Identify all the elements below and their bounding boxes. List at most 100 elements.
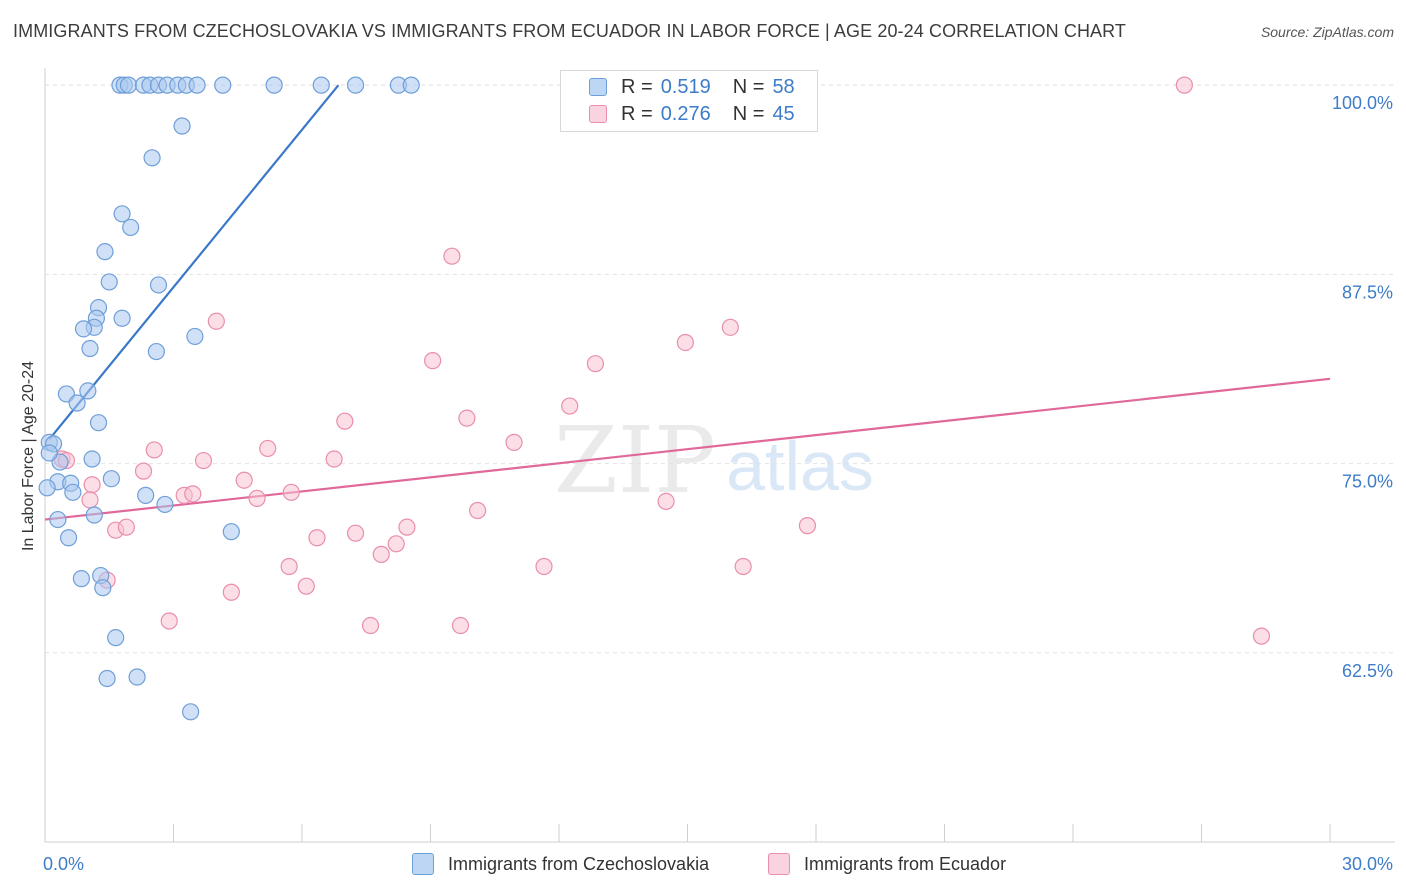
ecuador-point xyxy=(297,577,315,595)
ecuador-point xyxy=(346,524,365,542)
ecuador-point xyxy=(308,529,326,547)
czech-point xyxy=(107,629,125,647)
czech-point xyxy=(72,570,91,588)
bottom-legend-swatch-czech xyxy=(412,853,434,875)
czech-point xyxy=(89,414,108,432)
czech-point xyxy=(85,506,103,524)
ecuador-point xyxy=(657,492,675,511)
bottom-legend-czech: Immigrants from Czechoslovakia xyxy=(412,852,709,876)
ecuador-point xyxy=(424,352,442,370)
czech-point xyxy=(94,579,112,597)
x-tick-label: 30.0% xyxy=(1342,854,1393,874)
y-tick-label: 87.5% xyxy=(1342,282,1393,302)
czech-point xyxy=(122,218,140,237)
ecuador-point xyxy=(207,312,225,330)
czech-point xyxy=(38,479,56,497)
czech-point xyxy=(119,76,138,94)
czech-point xyxy=(68,394,86,412)
legend-r-value: 0.519 xyxy=(660,75,711,98)
y-tick-label: 100.0% xyxy=(1332,93,1393,113)
watermark: ZIP atlas xyxy=(554,407,874,514)
czech-point xyxy=(74,320,93,338)
stats-legend: R = 0.519 N = 58 R = 0.276 N = 45 xyxy=(560,70,818,132)
legend-r-label: R = xyxy=(621,102,653,125)
legend-n-value: 58 xyxy=(772,75,795,98)
czech-point xyxy=(102,470,120,488)
czech-point xyxy=(265,76,283,94)
legend-r-label: R = xyxy=(621,75,653,98)
czech-point xyxy=(186,327,204,346)
ecuador-point xyxy=(248,489,266,507)
ecuador-point xyxy=(676,333,694,352)
ecuador-point xyxy=(280,557,298,576)
ecuador-point xyxy=(798,517,817,535)
czech-point xyxy=(222,523,240,541)
czech-trendline xyxy=(48,84,340,441)
czech-point xyxy=(113,309,131,327)
ecuador-point xyxy=(184,485,202,503)
czech-point xyxy=(149,276,168,294)
ecuador-point xyxy=(398,518,416,536)
czech-point xyxy=(147,342,165,361)
chart-title: IMMIGRANTS FROM CZECHOSLOVAKIA VS IMMIGR… xyxy=(13,21,1127,41)
ecuador-point xyxy=(259,439,277,458)
legend-swatch-czech xyxy=(589,78,607,96)
ecuador-point xyxy=(160,612,178,630)
ecuador-point xyxy=(1175,76,1193,94)
ecuador-point xyxy=(81,491,99,509)
ecuador-point xyxy=(505,433,523,451)
legend-r-value: 0.276 xyxy=(660,102,711,125)
bottom-legend-ecuador: Immigrants from Ecuador xyxy=(768,852,1006,876)
czech-point xyxy=(83,450,101,468)
ecuador-point xyxy=(361,616,380,635)
legend-swatch-ecuador xyxy=(589,105,607,123)
ecuador-point xyxy=(451,616,470,635)
ecuador-point xyxy=(235,471,253,489)
legend-row-ecuador: R = 0.276 N = 45 xyxy=(621,102,795,126)
bottom-legend-swatch-ecuador xyxy=(768,853,790,875)
source-label: Source: ZipAtlas.com xyxy=(1260,24,1394,40)
czech-point xyxy=(346,76,365,94)
ecuador-point xyxy=(336,412,354,430)
ecuador-point xyxy=(325,450,343,468)
czech-point xyxy=(312,76,330,94)
ecuador-point xyxy=(282,483,300,501)
bottom-legend-label-czech: Immigrants from Czechoslovakia xyxy=(448,853,710,874)
czech-point xyxy=(173,117,191,135)
czech-point xyxy=(156,495,174,514)
czech-point xyxy=(214,76,232,94)
ecuador-point xyxy=(117,518,135,536)
czech-point xyxy=(143,149,161,167)
czech-point xyxy=(40,444,58,462)
czech-point xyxy=(49,510,67,529)
watermark-atlas: atlas xyxy=(726,427,874,505)
legend-row-czech: R = 0.519 N = 58 xyxy=(621,75,795,99)
czech-point xyxy=(98,669,116,688)
legend-n-value: 45 xyxy=(772,102,795,125)
czech-point xyxy=(81,339,99,358)
ecuador-point xyxy=(83,476,101,494)
y-tick-label: 75.0% xyxy=(1342,472,1393,492)
x-tick-label: 0.0% xyxy=(43,854,84,874)
y-axis-title: In Labor Force | Age 20-24 xyxy=(20,360,37,552)
ecuador-point xyxy=(535,557,553,576)
bottom-legend-label-ecuador: Immigrants from Ecuador xyxy=(804,853,1007,874)
ecuador-point xyxy=(194,451,213,470)
ecuador-point xyxy=(1252,627,1271,645)
ecuador-point xyxy=(458,409,476,427)
ecuador-point xyxy=(387,535,405,553)
ecuador-point xyxy=(586,355,605,373)
ecuador-point xyxy=(721,318,739,336)
czech-point xyxy=(59,529,78,547)
czech-point xyxy=(100,273,118,291)
ecuador-point xyxy=(145,441,163,459)
czech-point xyxy=(402,76,420,94)
legend-n-label: N = xyxy=(732,75,765,98)
ecuador-point xyxy=(443,247,461,265)
czech-point xyxy=(188,76,206,94)
ecuador-point xyxy=(469,501,487,520)
y-tick-label: 62.5% xyxy=(1342,661,1393,681)
ecuador-point xyxy=(372,545,390,563)
czech-point xyxy=(128,668,146,686)
